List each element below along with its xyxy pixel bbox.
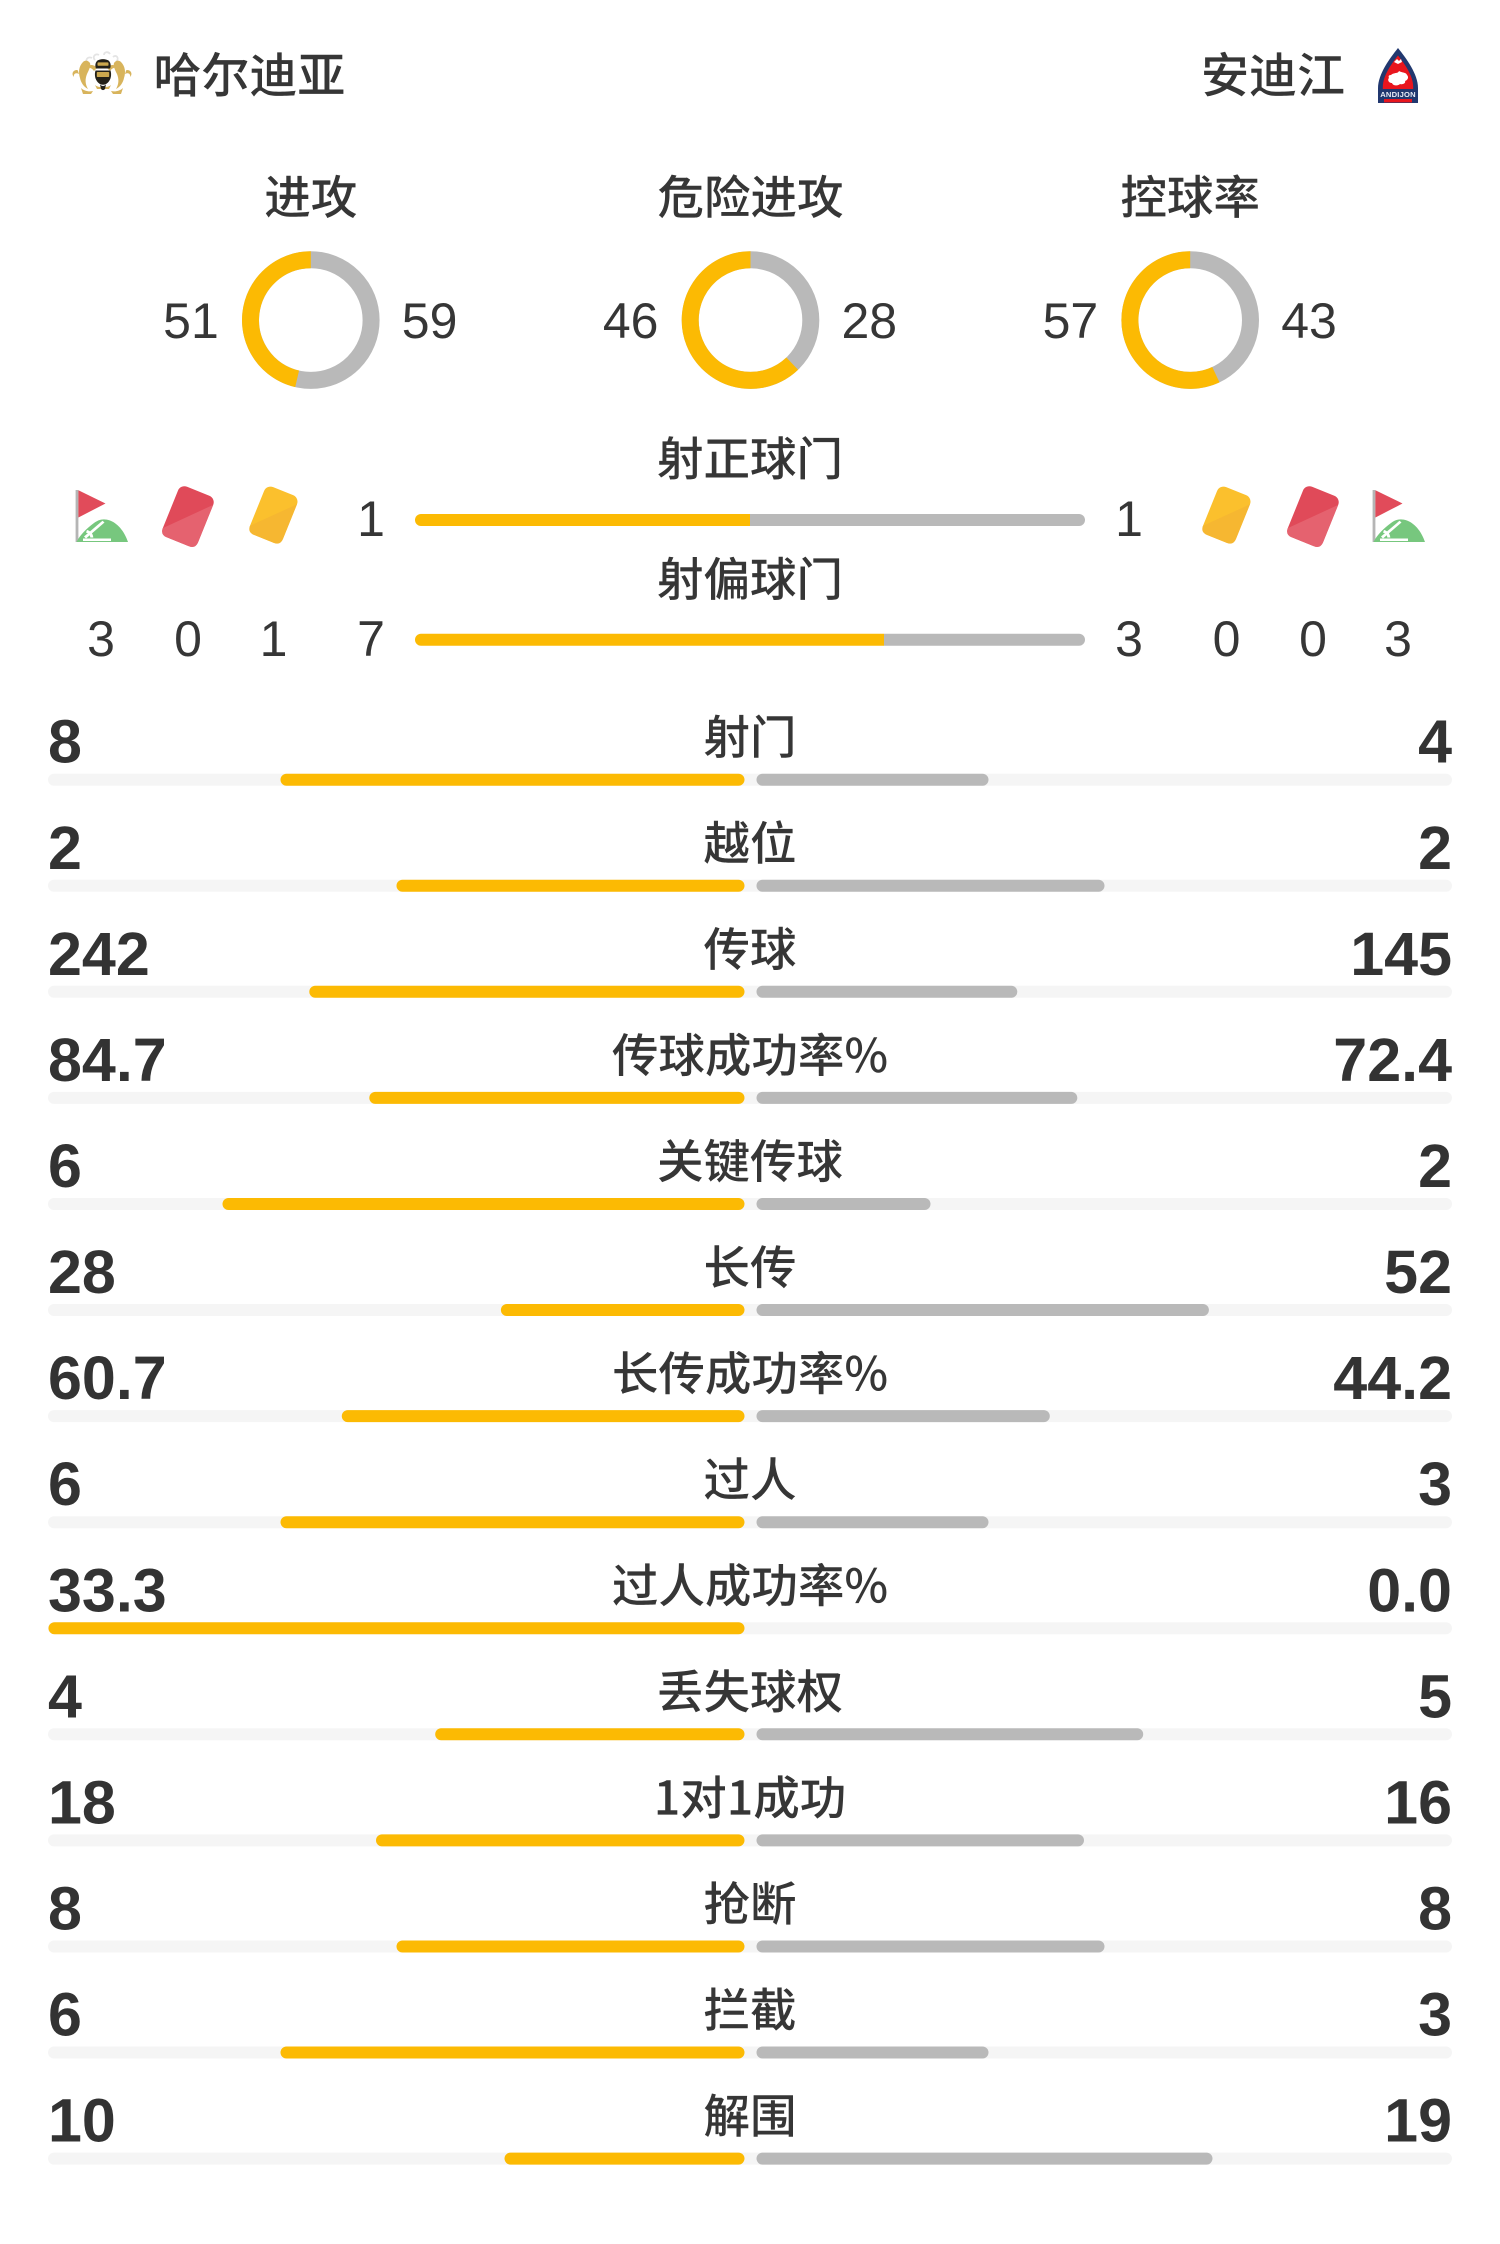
svg-text:72.4: 72.4 [1333,1026,1452,1094]
svg-text:0: 0 [1299,611,1327,667]
svg-text:60.7: 60.7 [48,1344,167,1412]
svg-text:ANDIJON: ANDIJON [1380,90,1416,99]
svg-text:8: 8 [48,1875,82,1943]
svg-text:8: 8 [1418,1875,1452,1943]
svg-text:57: 57 [1043,293,1099,349]
svg-text:51: 51 [163,293,219,349]
svg-text:28: 28 [48,1238,116,1306]
svg-text:3: 3 [1418,1450,1452,1518]
svg-text:3: 3 [1115,611,1143,667]
svg-text:7: 7 [357,611,385,667]
svg-text:1: 1 [260,611,288,667]
svg-text:242: 242 [48,920,150,988]
svg-text:3: 3 [87,611,115,667]
svg-text:6: 6 [48,1450,82,1518]
svg-text:0: 0 [174,611,202,667]
svg-text:4: 4 [1418,708,1452,776]
svg-text:1: 1 [357,491,385,547]
svg-text:28: 28 [842,293,898,349]
svg-text:10: 10 [48,2087,116,2155]
svg-text:59: 59 [402,293,458,349]
svg-text:43: 43 [1281,293,1337,349]
svg-text:46: 46 [603,293,659,349]
svg-text:2: 2 [48,814,82,882]
svg-text:19: 19 [1384,2087,1452,2155]
svg-text:2: 2 [1418,1132,1452,1200]
svg-text:0: 0 [1213,611,1241,667]
svg-text:0.0: 0.0 [1367,1556,1452,1624]
svg-text:18: 18 [48,1768,116,1836]
svg-text:2: 2 [1418,814,1452,882]
svg-text:3: 3 [1384,611,1412,667]
svg-text:3: 3 [1418,1981,1452,2049]
svg-text:4: 4 [48,1662,82,1730]
svg-text:1: 1 [1115,491,1143,547]
svg-text:8: 8 [48,708,82,776]
svg-text:145: 145 [1350,920,1452,988]
svg-text:6: 6 [48,1132,82,1200]
svg-text:5: 5 [1418,1662,1452,1730]
svg-text:84.7: 84.7 [48,1026,167,1094]
svg-text:16: 16 [1384,1768,1452,1836]
svg-text:44.2: 44.2 [1333,1344,1452,1412]
svg-text:6: 6 [48,1981,82,2049]
svg-text:52: 52 [1384,1238,1452,1306]
svg-text:33.3: 33.3 [48,1556,167,1624]
